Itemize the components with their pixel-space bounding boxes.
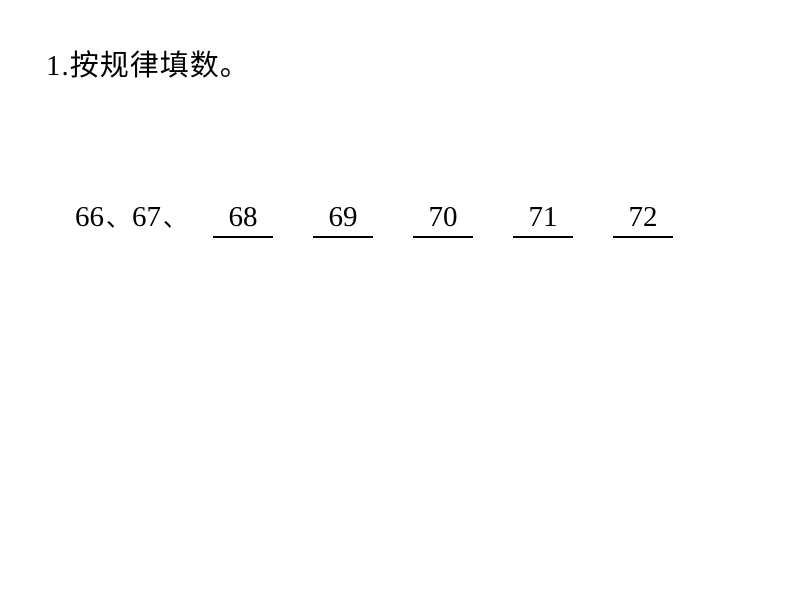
blank-item-3: 70 [407,201,479,238]
blank-line-3 [413,236,473,238]
question-text: 按规律填数。 [70,50,250,82]
blank-item-5: 72 [607,201,679,238]
answer-1: 68 [229,201,258,234]
blank-line-2 [313,236,373,238]
question-header: 1.按规律填数。 [46,42,250,84]
blank-line-4 [513,236,573,238]
answer-3: 70 [429,201,458,234]
blank-item-1: 68 [207,201,279,238]
separator-1: 、 [106,206,130,232]
given-number-2: 67 [132,201,161,233]
number-sequence: 66、67、 68 69 70 71 72 [75,198,707,238]
answer-2: 69 [329,201,358,234]
given-number-1: 66 [75,201,104,233]
blank-item-4: 71 [507,201,579,238]
separator-2: 、 [163,206,187,232]
answer-4: 71 [529,201,558,234]
blank-line-1 [213,236,273,238]
answer-5: 72 [629,201,658,234]
blank-line-5 [613,236,673,238]
given-numbers: 66、67、 [75,198,189,234]
question-number: 1. [46,50,70,82]
blank-item-2: 69 [307,201,379,238]
